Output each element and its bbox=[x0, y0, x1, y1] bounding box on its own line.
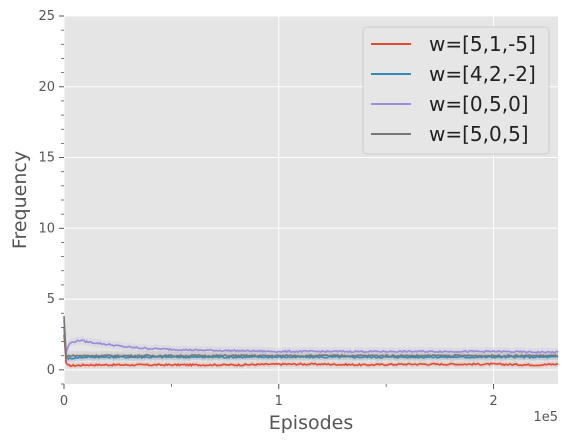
series-lines bbox=[63, 316, 559, 368]
series-band bbox=[64, 316, 558, 357]
axis-ticks: 0 5 10 15 20 25 0 1 2 bbox=[38, 9, 497, 409]
x-tick-label: 0 bbox=[60, 394, 68, 409]
legend: w=[5,1,-5] w=[4,2,-2] w=[0,5,0] w=[5,0,5] bbox=[362, 26, 550, 155]
series-line bbox=[63, 316, 559, 361]
legend-entry: w=[5,0,5] bbox=[429, 122, 529, 146]
y-tick-label: 10 bbox=[38, 221, 55, 236]
y-tick-label: 15 bbox=[38, 151, 55, 166]
legend-entry: w=[5,1,-5] bbox=[429, 32, 536, 56]
x-axis-offset-label: 1e5 bbox=[533, 410, 558, 425]
y-tick-label: 20 bbox=[38, 80, 55, 95]
y-tick-label: 0 bbox=[47, 363, 55, 378]
series-line bbox=[63, 320, 559, 354]
y-tick-label: 5 bbox=[47, 292, 55, 307]
x-axis-label: Episodes bbox=[269, 412, 354, 434]
x-tick-label: 2 bbox=[489, 394, 497, 409]
series-line bbox=[63, 334, 559, 368]
series-line bbox=[63, 327, 559, 361]
y-tick-label: 25 bbox=[38, 9, 55, 24]
legend-entry: w=[4,2,-2] bbox=[429, 62, 536, 86]
legend-entry: w=[0,5,0] bbox=[429, 92, 529, 116]
y-axis-label: Frequency bbox=[9, 151, 31, 249]
x-tick-label: 1 bbox=[275, 394, 283, 409]
legend-box bbox=[362, 26, 550, 155]
